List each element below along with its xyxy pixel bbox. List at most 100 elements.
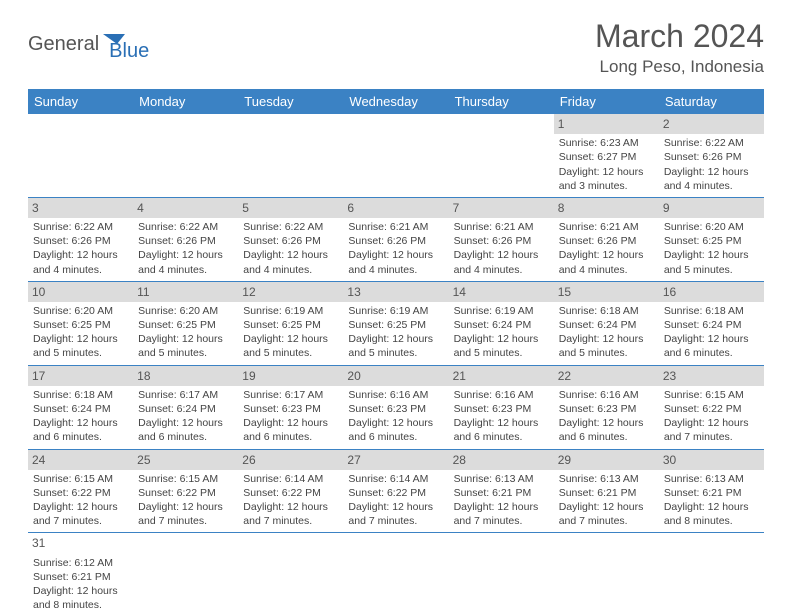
- day-number: 5: [238, 198, 343, 218]
- header: General Blue March 2024 Long Peso, Indon…: [28, 18, 764, 77]
- daylight-text: Daylight: 12 hours and 5 minutes.: [348, 332, 443, 360]
- calendar-day-cell: 11Sunrise: 6:20 AMSunset: 6:25 PMDayligh…: [133, 281, 238, 365]
- sunrise-text: Sunrise: 6:20 AM: [33, 304, 128, 318]
- calendar-day-cell: 10Sunrise: 6:20 AMSunset: 6:25 PMDayligh…: [28, 281, 133, 365]
- logo-text-general: General: [28, 33, 99, 56]
- daylight-text: Daylight: 12 hours and 4 minutes.: [138, 248, 233, 276]
- sunset-text: Sunset: 6:26 PM: [664, 150, 759, 164]
- daylight-text: Daylight: 12 hours and 6 minutes.: [348, 416, 443, 444]
- day-number: 3: [28, 198, 133, 218]
- calendar-day-cell: 9Sunrise: 6:20 AMSunset: 6:25 PMDaylight…: [659, 197, 764, 281]
- sunrise-text: Sunrise: 6:15 AM: [138, 472, 233, 486]
- sunset-text: Sunset: 6:26 PM: [454, 234, 549, 248]
- daylight-text: Daylight: 12 hours and 6 minutes.: [664, 332, 759, 360]
- day-number: 1: [554, 114, 659, 134]
- day-number: 11: [133, 282, 238, 302]
- day-number: 8: [554, 198, 659, 218]
- sunset-text: Sunset: 6:26 PM: [559, 234, 654, 248]
- sunset-text: Sunset: 6:25 PM: [138, 318, 233, 332]
- sunrise-text: Sunrise: 6:17 AM: [138, 388, 233, 402]
- weekday-header-row: SundayMondayTuesdayWednesdayThursdayFrid…: [28, 89, 764, 114]
- calendar-day-cell: 16Sunrise: 6:18 AMSunset: 6:24 PMDayligh…: [659, 281, 764, 365]
- calendar-day-cell: 14Sunrise: 6:19 AMSunset: 6:24 PMDayligh…: [449, 281, 554, 365]
- daylight-text: Daylight: 12 hours and 7 minutes.: [559, 500, 654, 528]
- day-number: 26: [238, 450, 343, 470]
- calendar-week-row: 3Sunrise: 6:22 AMSunset: 6:26 PMDaylight…: [28, 197, 764, 281]
- sunset-text: Sunset: 6:24 PM: [559, 318, 654, 332]
- calendar-day-cell: 4Sunrise: 6:22 AMSunset: 6:26 PMDaylight…: [133, 197, 238, 281]
- daylight-text: Daylight: 12 hours and 6 minutes.: [454, 416, 549, 444]
- sunset-text: Sunset: 6:23 PM: [348, 402, 443, 416]
- calendar-day-cell: 5Sunrise: 6:22 AMSunset: 6:26 PMDaylight…: [238, 197, 343, 281]
- day-number: 25: [133, 450, 238, 470]
- sunrise-text: Sunrise: 6:22 AM: [33, 220, 128, 234]
- calendar-body: 1Sunrise: 6:23 AMSunset: 6:27 PMDaylight…: [28, 114, 764, 616]
- day-number: 13: [343, 282, 448, 302]
- sunset-text: Sunset: 6:26 PM: [243, 234, 338, 248]
- sunset-text: Sunset: 6:25 PM: [243, 318, 338, 332]
- calendar-week-row: 1Sunrise: 6:23 AMSunset: 6:27 PMDaylight…: [28, 114, 764, 197]
- calendar-empty-cell: [659, 533, 764, 616]
- sunrise-text: Sunrise: 6:21 AM: [348, 220, 443, 234]
- calendar-table: SundayMondayTuesdayWednesdayThursdayFrid…: [28, 89, 764, 616]
- sunset-text: Sunset: 6:23 PM: [559, 402, 654, 416]
- sunset-text: Sunset: 6:21 PM: [454, 486, 549, 500]
- sunrise-text: Sunrise: 6:19 AM: [243, 304, 338, 318]
- day-number: 4: [133, 198, 238, 218]
- day-number: 19: [238, 366, 343, 386]
- calendar-day-cell: 20 Sunrise: 6:16 AMSunset: 6:23 PMDayligh…: [343, 365, 448, 449]
- day-number: 7: [449, 198, 554, 218]
- day-number: 27: [343, 450, 448, 470]
- calendar-day-cell: 17Sunrise: 6:18 AMSunset: 6:24 PMDayligh…: [28, 365, 133, 449]
- sunrise-text: Sunrise: 6:22 AM: [243, 220, 338, 234]
- calendar-day-cell: 6Sunrise: 6:21 AMSunset: 6:26 PMDaylight…: [343, 197, 448, 281]
- calendar-day-cell: 22Sunrise: 6:16 AMSunset: 6:23 PMDayligh…: [554, 365, 659, 449]
- title-block: March 2024 Long Peso, Indonesia: [595, 18, 764, 77]
- sunset-text: Sunset: 6:21 PM: [664, 486, 759, 500]
- daylight-text: Daylight: 12 hours and 5 minutes.: [243, 332, 338, 360]
- day-number: 6: [343, 198, 448, 218]
- day-number: 20: [343, 366, 448, 386]
- daylight-text: Daylight: 12 hours and 4 minutes.: [559, 248, 654, 276]
- sunrise-text: Sunrise: 6:16 AM: [454, 388, 549, 402]
- weekday-header: Wednesday: [343, 89, 448, 114]
- weekday-header: Thursday: [449, 89, 554, 114]
- sunrise-text: Sunrise: 6:12 AM: [33, 556, 128, 570]
- calendar-empty-cell: [133, 114, 238, 197]
- sunset-text: Sunset: 6:26 PM: [33, 234, 128, 248]
- location: Long Peso, Indonesia: [595, 57, 764, 77]
- sunrise-text: Sunrise: 6:20 AM: [664, 220, 759, 234]
- calendar-day-cell: 28 Sunrise: 6:13 AMSunset: 6:21 PMDayligh…: [449, 449, 554, 533]
- sunrise-text: Sunrise: 6:13 AM: [454, 472, 549, 486]
- day-number: 17: [28, 366, 133, 386]
- daylight-text: Daylight: 12 hours and 6 minutes.: [33, 416, 128, 444]
- sunset-text: Sunset: 6:21 PM: [33, 570, 128, 584]
- sunset-text: Sunset: 6:23 PM: [243, 402, 338, 416]
- daylight-text: Daylight: 12 hours and 7 minutes.: [664, 416, 759, 444]
- day-number: 16: [659, 282, 764, 302]
- sunset-text: Sunset: 6:22 PM: [664, 402, 759, 416]
- sunset-text: Sunset: 6:21 PM: [559, 486, 654, 500]
- day-number: 18: [133, 366, 238, 386]
- calendar-empty-cell: [133, 533, 238, 616]
- calendar-week-row: 24Sunrise: 6:15 AMSunset: 6:22 PMDayligh…: [28, 449, 764, 533]
- sunrise-text: Sunrise: 6:16 AM: [348, 388, 443, 402]
- weekday-header: Friday: [554, 89, 659, 114]
- sunrise-text: Sunrise: 6:16 AM: [559, 388, 654, 402]
- calendar-day-cell: 21Sunrise: 6:16 AMSunset: 6:23 PMDayligh…: [449, 365, 554, 449]
- sunset-text: Sunset: 6:26 PM: [138, 234, 233, 248]
- calendar-day-cell: 18Sunrise: 6:17 AMSunset: 6:24 PMDayligh…: [133, 365, 238, 449]
- sunrise-text: Sunrise: 6:15 AM: [664, 388, 759, 402]
- sunrise-text: Sunrise: 6:21 AM: [454, 220, 549, 234]
- calendar-day-cell: 2Sunrise: 6:22 AMSunset: 6:26 PMDaylight…: [659, 114, 764, 197]
- sunrise-text: Sunrise: 6:18 AM: [664, 304, 759, 318]
- sunset-text: Sunset: 6:22 PM: [138, 486, 233, 500]
- daylight-text: Daylight: 12 hours and 7 minutes.: [454, 500, 549, 528]
- sunrise-text: Sunrise: 6:18 AM: [33, 388, 128, 402]
- daylight-text: Daylight: 12 hours and 4 minutes.: [33, 248, 128, 276]
- calendar-empty-cell: [343, 533, 448, 616]
- month-title: March 2024: [595, 18, 764, 55]
- weekday-header: Monday: [133, 89, 238, 114]
- day-number: 28: [449, 450, 554, 470]
- calendar-day-cell: 30Sunrise: 6:13 AMSunset: 6:21 PMDayligh…: [659, 449, 764, 533]
